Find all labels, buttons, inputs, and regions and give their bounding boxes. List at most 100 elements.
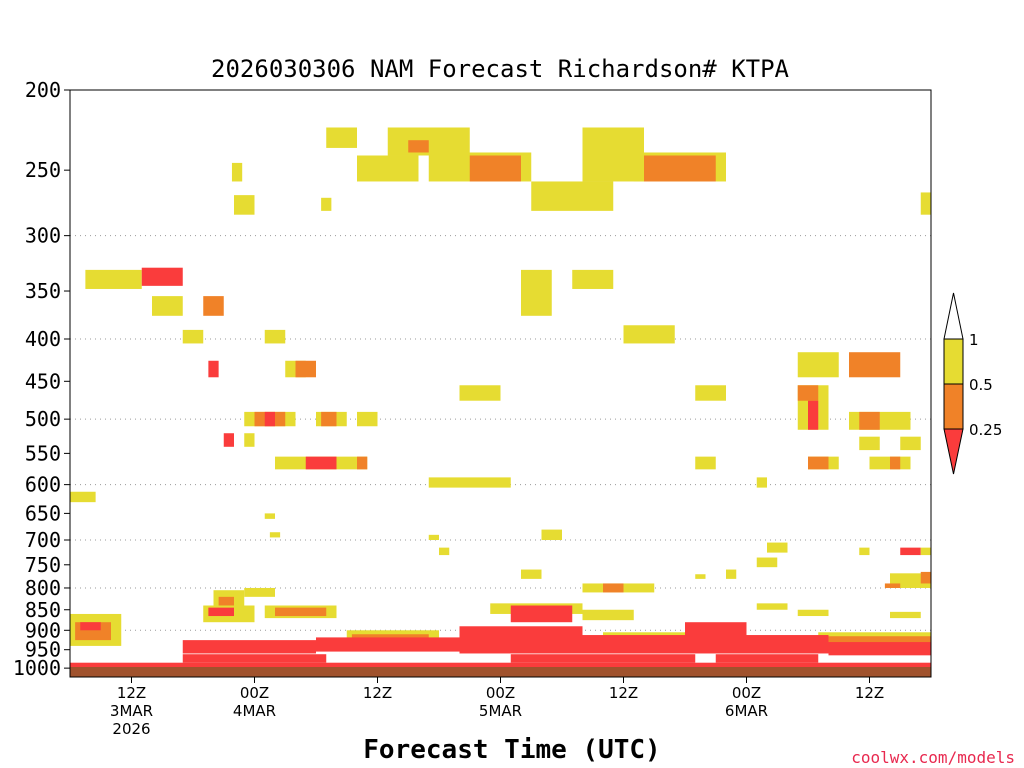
ri-region-red-100: [582, 635, 829, 654]
y-tick-label-8: 600: [25, 473, 61, 497]
ri-region-yellow-56: [756, 477, 767, 488]
ri-region-yellow-57: [264, 513, 275, 519]
x-axis-label: Forecast Time (UTC): [363, 735, 660, 765]
x-tick-label-1-0: 00Z: [240, 684, 269, 702]
ri-region-orange-33: [321, 411, 337, 427]
ri-region-yellow-63: [756, 557, 778, 568]
ri-region-yellow-40: [428, 477, 511, 488]
x-tick-label-5-0: 00Z: [732, 684, 761, 702]
legend: 1 0.5 0.25: [943, 292, 1002, 475]
ri-region-red-35: [223, 433, 234, 447]
ri-region-red-86: [80, 622, 101, 631]
ri-region-orange-18: [203, 296, 224, 316]
ri-region-yellow-20: [264, 329, 286, 344]
x-tick-label-0-2: 2026: [112, 720, 150, 738]
ri-region-red-105: [510, 654, 696, 663]
x-tick-label-5-1: 6MAR: [725, 702, 768, 720]
x-tick-label-0-1: 3MAR: [110, 702, 153, 720]
y-tick-label-4: 400: [25, 327, 61, 351]
y-tick-label-9: 650: [25, 501, 61, 525]
ri-region-red-102: [828, 642, 931, 656]
ri-region-red-16: [141, 267, 183, 286]
ri-region-red-31: [264, 411, 275, 427]
legend-label-1: 0.5: [969, 376, 993, 394]
ri-region-yellow-68: [695, 574, 706, 579]
ri-region-yellow-62: [767, 542, 788, 553]
ri-region-yellow-50: [900, 436, 921, 451]
y-tick-label-10: 700: [25, 528, 61, 552]
ri-region-yellow-0: [231, 162, 243, 182]
legend-swatch-1: [943, 383, 964, 430]
ri-region-orange-90: [275, 607, 327, 617]
y-tick-label-14: 900: [25, 618, 61, 642]
ri-region-yellow-64: [859, 547, 870, 556]
ri-region-yellow-41: [70, 491, 96, 503]
x-tick-label-6-0: 12Z: [855, 684, 884, 702]
y-tick-label-15: 950: [25, 638, 61, 662]
x-tick-label-3-0: 00Z: [486, 684, 515, 702]
legend-arrow-top: [943, 292, 964, 340]
ground-strip: [70, 667, 931, 677]
ri-region-red-97: [182, 640, 316, 654]
ri-region-orange-23: [295, 360, 316, 378]
plot-gridlines: [70, 235, 931, 669]
ri-region-yellow-59: [428, 534, 439, 541]
ri-region-red-99: [459, 626, 583, 654]
legend-swatch-0: [943, 338, 964, 385]
ri-region-yellow-49: [859, 436, 880, 451]
legend-label-0: 1: [969, 331, 979, 349]
plot-regions: [70, 127, 931, 673]
ri-region-yellow-82: [797, 609, 829, 617]
ri-region-orange-39: [357, 456, 368, 470]
ri-region-red-38: [305, 456, 337, 470]
x-tick-label-4-0: 12Z: [609, 684, 638, 702]
ri-region-orange-12: [644, 155, 716, 182]
ri-region-yellow-2: [321, 197, 332, 211]
x-tick-label-1-1: 4MAR: [233, 702, 276, 720]
ri-region-orange-48: [859, 411, 880, 430]
ri-region-yellow-15: [85, 269, 142, 289]
ri-region-orange-54: [890, 456, 901, 470]
y-tick-label-13: 850: [25, 598, 61, 622]
ri-region-red-65: [900, 547, 921, 556]
ri-region-yellow-55: [695, 456, 716, 470]
ri-region-yellow-34: [357, 411, 378, 427]
ri-region-yellow-69: [726, 569, 737, 579]
ri-region-yellow-75: [244, 587, 275, 597]
ri-region-yellow-80: [582, 609, 634, 621]
y-tick-label-0: 200: [25, 78, 61, 102]
ri-region-orange-77: [603, 583, 624, 593]
ri-region-yellow-4: [357, 155, 419, 182]
ri-region-orange-6: [408, 140, 429, 153]
x-tick-label-0-0: 12Z: [117, 684, 146, 702]
ri-region-yellow-83: [890, 611, 921, 619]
ri-region-yellow-1: [234, 195, 255, 215]
ri-region-orange-71: [920, 571, 931, 584]
ri-region-yellow-3: [326, 127, 357, 148]
y-tick-label-12: 800: [25, 576, 61, 600]
ground-layer: [70, 667, 931, 677]
ri-region-red-21: [208, 360, 219, 378]
y-tick-label-1: 250: [25, 158, 61, 182]
ri-region-yellow-67: [521, 569, 542, 579]
legend-arrow-bottom: [943, 428, 964, 475]
ri-region-yellow-28: [695, 385, 726, 401]
ri-region-yellow-19: [182, 329, 204, 344]
ri-region-red-104: [182, 654, 327, 663]
ri-region-red-101: [685, 622, 747, 641]
ri-region-orange-43: [849, 352, 901, 378]
ri-region-orange-8: [469, 155, 521, 182]
ri-region-yellow-27: [459, 385, 501, 401]
ri-region-red-88: [208, 607, 234, 617]
ri-region-yellow-36: [244, 433, 255, 447]
ri-region-orange-52: [808, 456, 829, 470]
x-tick-label-3-1: 5MAR: [479, 702, 522, 720]
ri-region-yellow-26: [623, 325, 675, 344]
ri-region-yellow-9: [531, 181, 614, 211]
ri-region-red-79: [510, 605, 573, 623]
y-tick-label-6: 500: [25, 407, 61, 431]
ri-region-yellow-58: [269, 532, 281, 538]
ri-region-orange-96: [828, 636, 931, 644]
